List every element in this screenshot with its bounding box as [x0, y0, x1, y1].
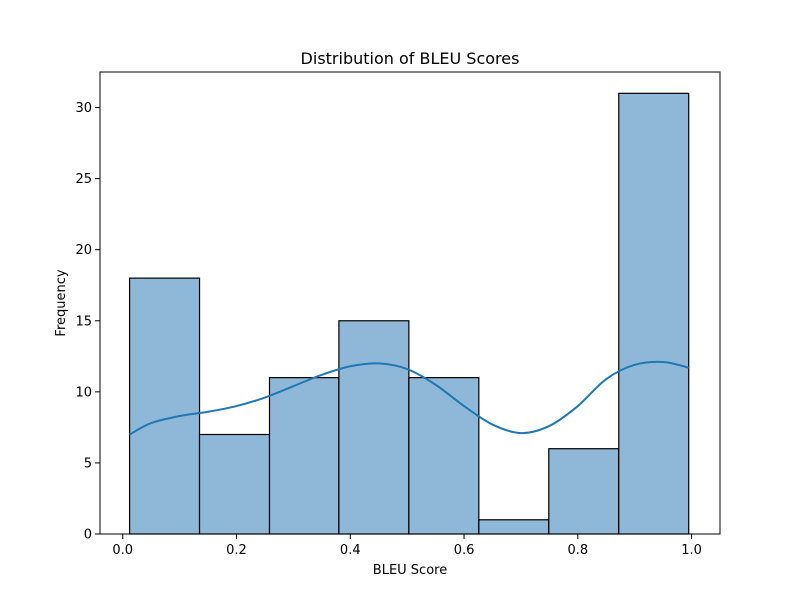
- y-tick-label-0: 0: [84, 528, 92, 543]
- y-tick-label-2: 10: [75, 385, 92, 400]
- histogram-bars: [128, 92, 690, 535]
- y-tick-label-5: 25: [75, 172, 92, 187]
- histogram-bar-0: [128, 277, 201, 535]
- plot-area-frame: [99, 71, 721, 535]
- histogram-bar-1: [198, 433, 271, 535]
- histogram-bar-4: [408, 377, 480, 535]
- y-axis-ticks: 0 5 10 15 20 25 30: [75, 101, 100, 543]
- x-tick-label-2: 0.4: [340, 543, 361, 558]
- chart-title: Distribution of BLEU Scores: [301, 49, 520, 68]
- x-tick-label-4: 0.8: [567, 543, 588, 558]
- kde-curve-layer: [129, 360, 689, 436]
- x-tick-label-0: 0.0: [112, 543, 133, 558]
- x-axis-label: BLEU Score: [373, 563, 447, 578]
- y-tick-label-3: 15: [75, 314, 92, 329]
- kde-curve: [129, 360, 689, 436]
- y-tick-label-1: 5: [84, 456, 92, 471]
- histogram-bar-3: [338, 320, 410, 535]
- x-tick-label-5: 1.0: [681, 543, 702, 558]
- y-tick-label-4: 20: [75, 243, 92, 258]
- x-tick-label-3: 0.6: [454, 543, 475, 558]
- histogram-bar-7: [618, 92, 690, 535]
- histogram-bar-6: [548, 448, 620, 535]
- y-tick-label-6: 30: [75, 101, 92, 116]
- histogram-bar-5: [478, 519, 550, 535]
- x-axis-ticks: 0.0 0.2 0.4 0.6 0.8 1.0: [112, 534, 702, 558]
- y-axis-label: Frequency: [54, 269, 69, 336]
- histogram-bar-2: [268, 377, 340, 535]
- x-tick-label-1: 0.2: [226, 543, 247, 558]
